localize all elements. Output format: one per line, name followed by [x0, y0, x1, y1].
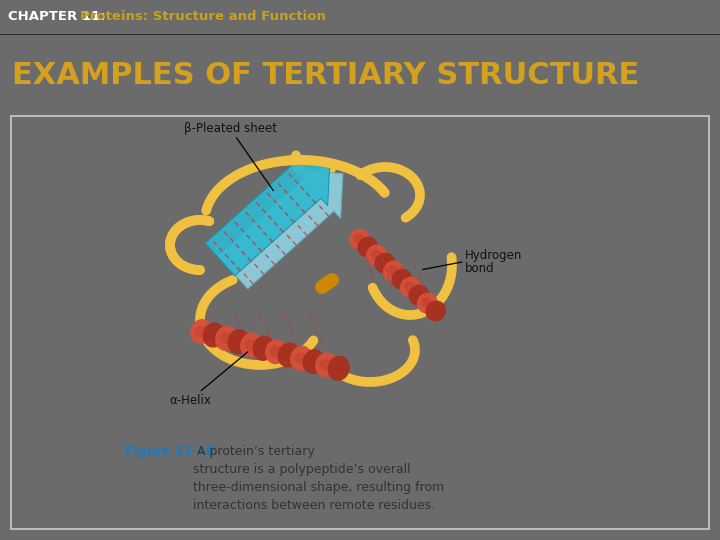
Ellipse shape [271, 347, 282, 357]
Text: β-Pleated sheet: β-Pleated sheet [184, 122, 276, 191]
Ellipse shape [423, 298, 432, 308]
Ellipse shape [191, 320, 212, 343]
Ellipse shape [240, 333, 261, 357]
Text: Hydrogen: Hydrogen [465, 248, 523, 261]
Ellipse shape [354, 234, 364, 244]
Ellipse shape [283, 350, 294, 360]
Text: Figure 11-16: Figure 11-16 [125, 445, 215, 458]
Ellipse shape [363, 242, 373, 252]
Ellipse shape [414, 290, 423, 300]
Ellipse shape [253, 336, 274, 360]
Ellipse shape [233, 336, 245, 347]
Text: A protein’s tertiary
structure is a polypeptide’s overall
three-dimensional shap: A protein’s tertiary structure is a poly… [193, 445, 444, 512]
Ellipse shape [400, 278, 420, 296]
Text: EXAMPLES OF TERTIARY STRUCTURE: EXAMPLES OF TERTIARY STRUCTURE [12, 60, 639, 90]
Ellipse shape [397, 274, 407, 284]
Text: bond: bond [465, 261, 495, 274]
Ellipse shape [372, 250, 381, 260]
Ellipse shape [384, 261, 403, 281]
Ellipse shape [303, 350, 324, 374]
Ellipse shape [392, 269, 411, 289]
Ellipse shape [380, 258, 390, 268]
Ellipse shape [409, 285, 428, 305]
Ellipse shape [195, 327, 207, 337]
Ellipse shape [405, 282, 415, 292]
Ellipse shape [266, 340, 287, 363]
Ellipse shape [220, 333, 232, 343]
Ellipse shape [208, 330, 220, 340]
Ellipse shape [431, 306, 441, 316]
Ellipse shape [426, 301, 446, 321]
Ellipse shape [350, 230, 369, 249]
Ellipse shape [320, 360, 332, 370]
Ellipse shape [246, 340, 257, 350]
Ellipse shape [328, 356, 349, 380]
Ellipse shape [216, 327, 237, 350]
Text: Proteins: Structure and Function: Proteins: Structure and Function [80, 10, 326, 24]
Text: CHAPTER 11:: CHAPTER 11: [8, 10, 110, 24]
Polygon shape [218, 171, 343, 289]
Ellipse shape [333, 363, 345, 373]
Ellipse shape [388, 266, 398, 276]
Ellipse shape [203, 323, 224, 347]
Ellipse shape [366, 245, 386, 265]
Ellipse shape [291, 347, 312, 370]
Ellipse shape [228, 330, 249, 354]
Polygon shape [205, 158, 330, 276]
Ellipse shape [258, 343, 269, 353]
Ellipse shape [295, 353, 307, 363]
Ellipse shape [316, 353, 337, 377]
Ellipse shape [375, 253, 395, 273]
Ellipse shape [358, 237, 377, 256]
Ellipse shape [418, 293, 437, 313]
Text: α-Helix: α-Helix [169, 352, 248, 407]
Ellipse shape [308, 356, 320, 367]
Ellipse shape [279, 343, 300, 367]
